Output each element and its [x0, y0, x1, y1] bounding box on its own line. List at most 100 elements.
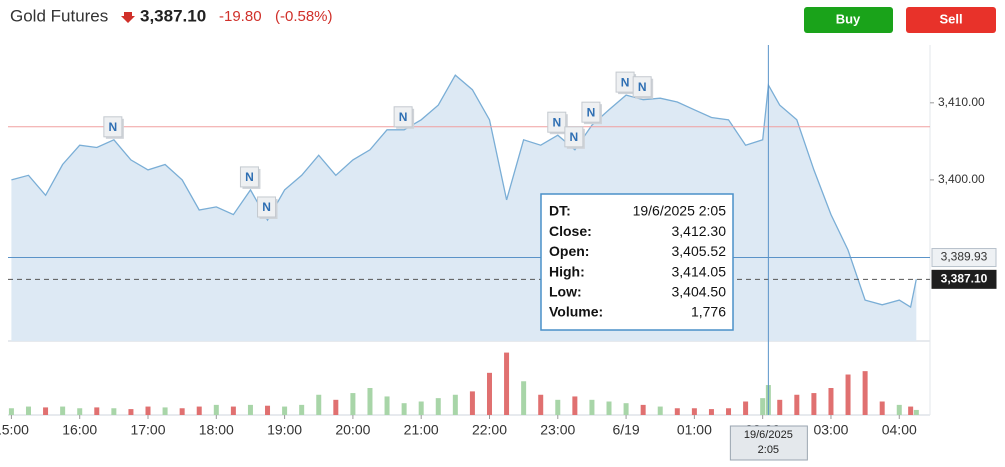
news-marker-label: N — [587, 105, 596, 119]
x-tick-label: 03:00 — [813, 422, 848, 438]
sell-label[interactable]: Sell — [939, 11, 962, 26]
tooltip-key: Volume: — [549, 304, 603, 320]
volume-bar — [350, 393, 356, 415]
down-arrow — [121, 12, 135, 23]
news-marker-label: N — [262, 200, 271, 214]
news-marker-label: N — [552, 115, 561, 129]
volume-bar — [230, 406, 236, 415]
volume-bar — [896, 404, 902, 415]
x-tick-label: 01:00 — [677, 422, 712, 438]
news-marker-label: N — [109, 120, 118, 134]
buy-button-bg[interactable] — [804, 7, 893, 33]
tooltip-value: 1,776 — [691, 304, 726, 320]
volume-bar — [452, 394, 458, 415]
tooltip-value: 3,414.05 — [672, 263, 727, 279]
volume-bar — [401, 403, 407, 415]
price-tag — [931, 269, 997, 289]
news-marker-label: N — [399, 110, 408, 124]
tooltip-value: 19/6/2025 2:05 — [633, 203, 727, 219]
news-marker-label: N — [570, 130, 579, 144]
tooltip-key: High: — [549, 263, 585, 279]
news-marker-label: N — [245, 170, 254, 184]
tooltip: DT: 19/6/2025 2:05 Close: 3,412.30 Open: 3,40… — [540, 193, 734, 331]
tooltip-box — [540, 193, 734, 331]
volume-bar — [726, 408, 732, 415]
x-tick-label: 22:00 — [472, 422, 507, 438]
news-marker — [632, 76, 652, 98]
volume-bar — [845, 374, 851, 415]
x-tick-label: 20:00 — [335, 422, 370, 438]
x-tick-label: 17:00 — [130, 422, 165, 438]
x-tick-label: 23:00 — [540, 422, 575, 438]
news-marker — [239, 166, 259, 188]
volume-bar — [657, 406, 663, 415]
tooltip-value: 3,404.50 — [672, 284, 727, 300]
volume-bar — [367, 388, 373, 415]
volume-bar — [486, 372, 492, 415]
volume-bar — [504, 352, 510, 415]
news-marker-label: N — [638, 80, 647, 94]
tooltip-value: 3,412.30 — [672, 223, 727, 239]
instrument-title: Gold Futures — [10, 6, 108, 25]
volume-bar — [94, 407, 100, 415]
volume-bar — [299, 404, 305, 415]
volume-bar — [521, 381, 527, 415]
volume-bar — [623, 403, 629, 415]
volume-bar — [111, 408, 117, 415]
tooltip-key: Open: — [549, 243, 589, 259]
tooltip-key: Close: — [549, 223, 592, 239]
volume-bar — [828, 388, 834, 415]
volume-bar — [743, 401, 749, 415]
volume-bar — [811, 393, 817, 415]
sell-button[interactable]: Sell — [906, 7, 996, 33]
volume-bar — [247, 404, 253, 415]
volume-bar — [435, 398, 441, 415]
volume-bar — [794, 394, 800, 415]
volume-bar — [8, 408, 14, 415]
volume-bar — [777, 399, 783, 415]
volume-bar — [572, 396, 578, 415]
volume-bar — [282, 406, 288, 415]
volume-bar — [43, 407, 49, 415]
x-tick-label: 16:00 — [62, 422, 97, 438]
volume-bar — [265, 405, 271, 415]
news-marker — [103, 116, 123, 138]
volume-bar — [538, 394, 544, 415]
volume-bar — [640, 404, 646, 415]
volume-bar — [862, 371, 868, 415]
volume-bar — [316, 394, 322, 415]
volume-bar — [691, 408, 697, 415]
volume-bar — [606, 401, 612, 415]
price-line — [11, 74, 917, 309]
volume-bar — [418, 401, 424, 415]
buy-label[interactable]: Buy — [836, 11, 861, 26]
volume-bar — [213, 404, 219, 415]
price-tag-label: 3,387.10 — [941, 272, 988, 286]
x-tick-label: 04:00 — [882, 422, 917, 438]
volume-bar — [589, 399, 595, 415]
volume-bar — [879, 401, 885, 415]
volume-bar — [196, 406, 202, 415]
chart: Investing.com3,389.933,387.103,400.003,4… — [0, 45, 997, 461]
volume-bar — [162, 407, 168, 415]
y-tick-label: 3,410.00 — [938, 95, 985, 109]
news-marker — [564, 126, 584, 148]
crosshair-label-box — [729, 425, 808, 461]
volume-bar — [145, 406, 151, 415]
sell-button-bg[interactable] — [906, 7, 996, 33]
x-tick-label: 18:00 — [199, 422, 234, 438]
tooltip-key: DT: — [549, 203, 571, 219]
volume-bar — [469, 391, 475, 415]
tooltip-value: 3,405.52 — [672, 243, 727, 259]
buy-button[interactable]: Buy — [804, 7, 893, 33]
x-tick-label: 21:00 — [404, 422, 439, 438]
volume-bar — [708, 409, 714, 415]
last-price: 3,387.10 — [140, 6, 206, 25]
volume-bar — [913, 409, 919, 415]
news-marker — [393, 106, 413, 128]
price-tag-label: 3,389.93 — [941, 250, 988, 264]
volume-bar — [60, 406, 66, 415]
news-marker — [547, 111, 567, 133]
x-tick-label: 19:00 — [267, 422, 302, 438]
